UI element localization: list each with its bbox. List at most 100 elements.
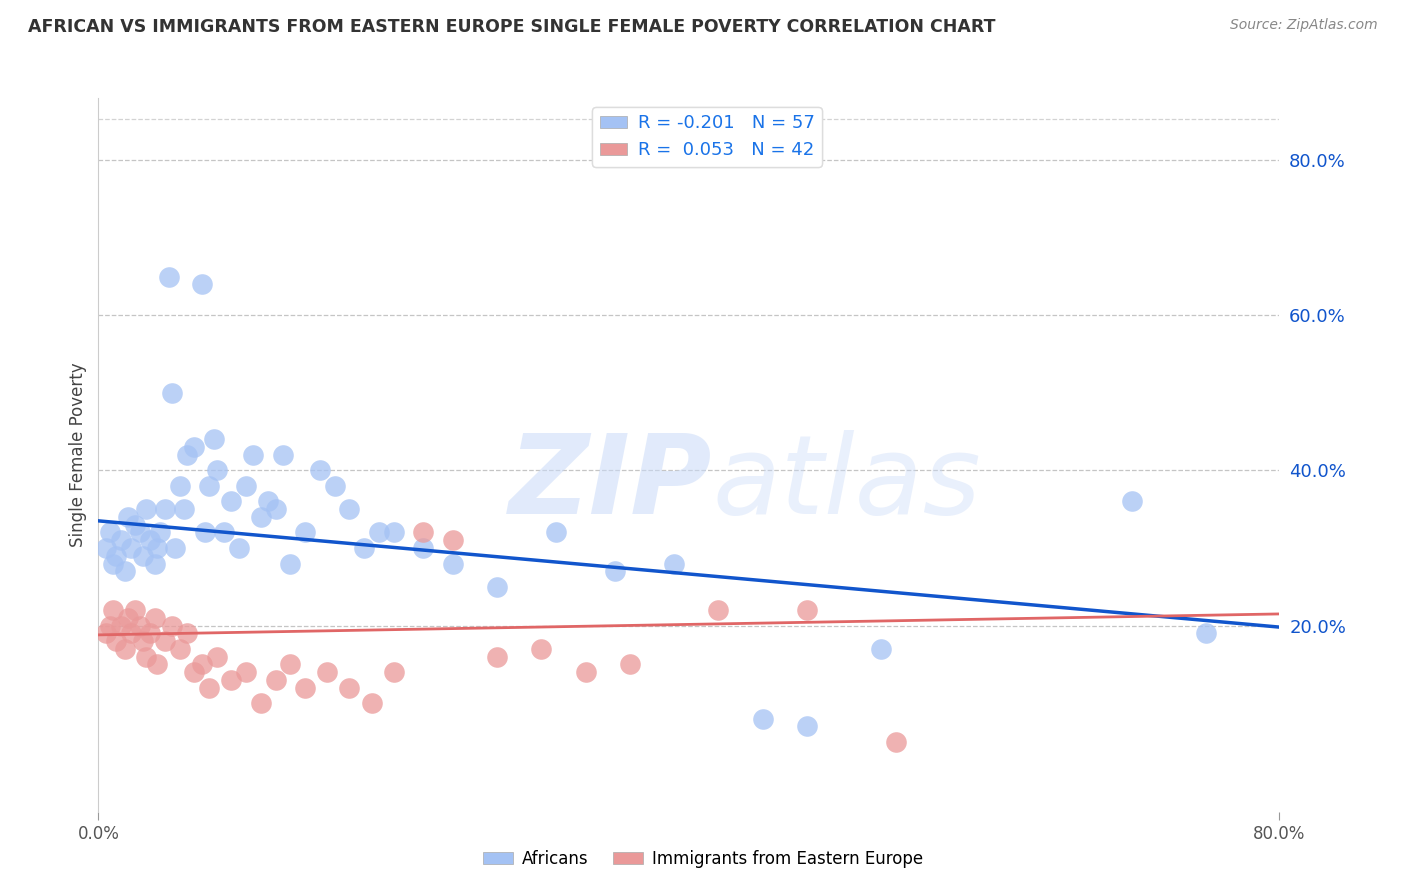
Point xyxy=(146,657,169,672)
Point xyxy=(183,440,205,454)
Point xyxy=(1195,626,1218,640)
Point xyxy=(132,549,155,563)
Point xyxy=(105,634,128,648)
Point xyxy=(146,541,169,555)
Point xyxy=(124,517,146,532)
Point xyxy=(339,681,360,695)
Point xyxy=(94,626,117,640)
Point xyxy=(382,665,405,679)
Point xyxy=(264,502,287,516)
Point xyxy=(128,525,150,540)
Point xyxy=(191,657,214,672)
Point xyxy=(353,541,375,555)
Point xyxy=(103,603,125,617)
Y-axis label: Single Female Poverty: Single Female Poverty xyxy=(69,363,87,547)
Point xyxy=(117,611,139,625)
Point xyxy=(323,479,346,493)
Point xyxy=(191,277,214,292)
Point xyxy=(103,557,125,571)
Point xyxy=(169,641,191,656)
Point xyxy=(219,494,242,508)
Point xyxy=(486,580,509,594)
Point xyxy=(884,735,907,749)
Point xyxy=(368,525,391,540)
Point xyxy=(219,673,242,687)
Point xyxy=(869,641,891,656)
Point xyxy=(153,634,176,648)
Point xyxy=(257,494,280,508)
Text: Source: ZipAtlas.com: Source: ZipAtlas.com xyxy=(1230,18,1378,32)
Point xyxy=(149,525,172,540)
Point xyxy=(235,665,257,679)
Point xyxy=(294,681,316,695)
Point xyxy=(198,479,221,493)
Point xyxy=(278,657,302,672)
Point xyxy=(264,673,287,687)
Point xyxy=(546,525,568,540)
Point xyxy=(105,549,128,563)
Point xyxy=(1121,494,1143,508)
Point xyxy=(574,665,596,679)
Point xyxy=(98,525,121,540)
Point xyxy=(132,634,155,648)
Point xyxy=(173,502,195,516)
Point xyxy=(157,269,180,284)
Point xyxy=(153,502,176,516)
Point xyxy=(250,510,273,524)
Point xyxy=(120,626,142,640)
Point xyxy=(114,641,136,656)
Point xyxy=(796,603,818,617)
Legend: Africans, Immigrants from Eastern Europe: Africans, Immigrants from Eastern Europe xyxy=(477,844,929,875)
Point xyxy=(183,665,205,679)
Point xyxy=(139,626,162,640)
Point xyxy=(139,533,162,548)
Point xyxy=(205,649,228,664)
Point xyxy=(294,525,316,540)
Point xyxy=(110,618,132,632)
Point xyxy=(202,433,225,447)
Point xyxy=(143,611,166,625)
Point xyxy=(194,525,217,540)
Point xyxy=(250,696,273,710)
Point xyxy=(605,564,627,578)
Point xyxy=(796,719,818,733)
Point xyxy=(120,541,142,555)
Point xyxy=(110,533,132,548)
Text: AFRICAN VS IMMIGRANTS FROM EASTERN EUROPE SINGLE FEMALE POVERTY CORRELATION CHAR: AFRICAN VS IMMIGRANTS FROM EASTERN EUROP… xyxy=(28,18,995,36)
Point xyxy=(143,557,166,571)
Legend: R = -0.201   N = 57, R =  0.053   N = 42: R = -0.201 N = 57, R = 0.053 N = 42 xyxy=(592,107,821,167)
Point xyxy=(316,665,339,679)
Point xyxy=(360,696,382,710)
Point xyxy=(176,448,198,462)
Point xyxy=(98,618,121,632)
Point xyxy=(162,385,183,400)
Point xyxy=(751,712,773,726)
Point xyxy=(212,525,235,540)
Point xyxy=(135,502,157,516)
Point xyxy=(441,557,464,571)
Point xyxy=(271,448,294,462)
Point xyxy=(165,541,187,555)
Point xyxy=(382,525,405,540)
Point xyxy=(441,533,464,548)
Point xyxy=(664,557,686,571)
Point xyxy=(169,479,191,493)
Point xyxy=(278,557,302,571)
Point xyxy=(242,448,264,462)
Point xyxy=(162,618,183,632)
Point xyxy=(176,626,198,640)
Point xyxy=(339,502,360,516)
Point xyxy=(707,603,730,617)
Point xyxy=(228,541,250,555)
Point xyxy=(94,541,117,555)
Point xyxy=(486,649,509,664)
Point xyxy=(117,510,139,524)
Point xyxy=(530,641,553,656)
Point xyxy=(135,649,157,664)
Point xyxy=(114,564,136,578)
Point xyxy=(128,618,150,632)
Text: ZIP: ZIP xyxy=(509,430,713,537)
Point xyxy=(412,541,434,555)
Text: atlas: atlas xyxy=(713,430,981,537)
Point xyxy=(309,463,332,477)
